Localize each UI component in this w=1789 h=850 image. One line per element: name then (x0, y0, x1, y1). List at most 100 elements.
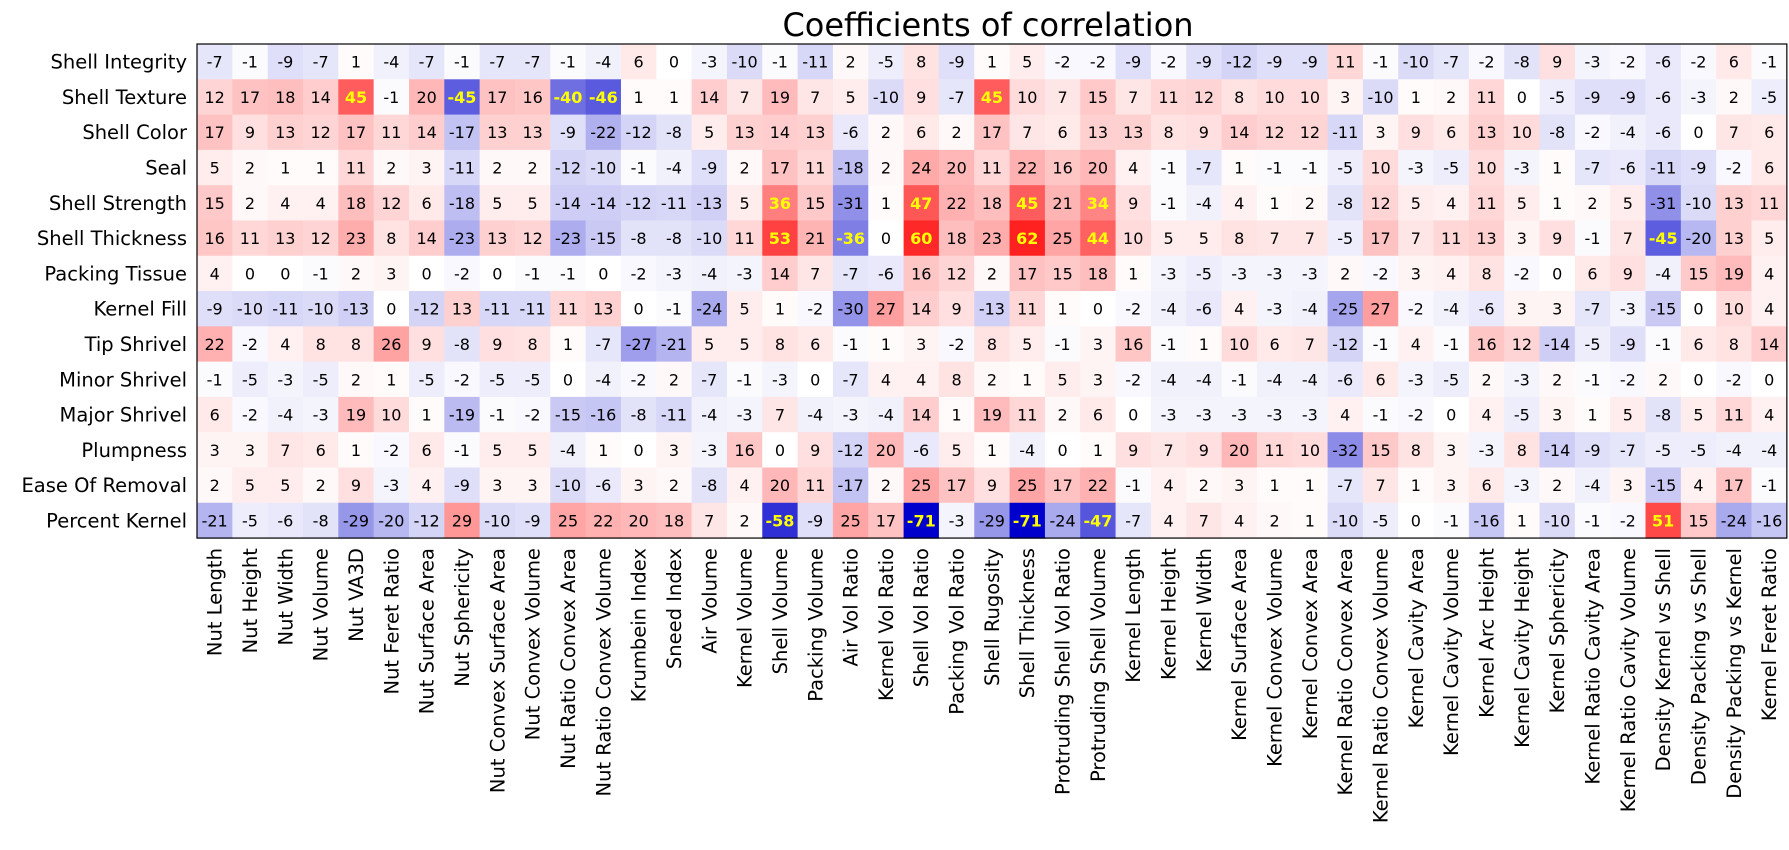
heatmap-cell (267, 326, 304, 363)
cell-value-label: -1 (454, 53, 470, 72)
cell-value-label: 5 (1057, 370, 1067, 389)
heatmap-cell (1115, 185, 1152, 222)
heatmap-cell (1504, 432, 1541, 469)
heatmap-cell (550, 185, 587, 222)
heatmap-cell (726, 44, 763, 80)
heatmap-cell (832, 255, 869, 292)
heatmap-cell (1504, 185, 1541, 222)
cell-value-label: -7 (1196, 159, 1212, 178)
heatmap-cell (762, 291, 799, 327)
cell-value-label: 20 (876, 441, 896, 460)
cell-value-label: -1 (1761, 476, 1777, 495)
heatmap-cell (1362, 502, 1399, 539)
heatmap-cell (1539, 502, 1576, 539)
cell-value-label: 13 (1476, 229, 1496, 248)
cell-value-label: -11 (661, 406, 687, 425)
heatmap-cell (1009, 396, 1046, 433)
row-tick-label: Tip Shrivel (84, 333, 187, 356)
heatmap-cell (1433, 79, 1470, 116)
heatmap-cell (762, 149, 799, 186)
cell-value-label: -1 (1267, 159, 1283, 178)
cell-value-label: -1 (242, 53, 258, 72)
heatmap-cell (797, 149, 834, 186)
cell-value-label: 11 (805, 159, 825, 178)
column-tick-label: Nut Ratio Convex Volume (592, 548, 615, 796)
heatmap-cell (1680, 149, 1717, 186)
heatmap-cell (197, 361, 233, 398)
heatmap-cell (444, 79, 481, 116)
cell-value-label: -11 (449, 159, 475, 178)
heatmap-cell (479, 114, 516, 151)
heatmap-cell (1150, 114, 1187, 151)
cell-value-label: -12 (626, 123, 652, 142)
cell-value-label: 1 (951, 406, 961, 425)
cell-value-label: 47 (910, 194, 932, 213)
heatmap-cell (938, 79, 975, 116)
cell-value-label: 8 (987, 335, 997, 354)
heatmap-cell (302, 291, 339, 327)
heatmap-cell (938, 396, 975, 433)
heatmap-cell (1539, 149, 1576, 186)
heatmap-cell (656, 467, 693, 504)
heatmap-cell (197, 467, 233, 504)
cell-value-label: 2 (669, 476, 679, 495)
cell-value-label: 29 (452, 511, 472, 530)
heatmap-cell (408, 149, 445, 186)
column-tick-label: Nut VA3D (345, 548, 368, 642)
cell-value-label: 11 (805, 476, 825, 495)
heatmap-cell (338, 396, 375, 433)
cell-value-label: 4 (1163, 476, 1173, 495)
cell-value-label: -1 (1443, 335, 1459, 354)
heatmap-cell (1009, 220, 1046, 257)
cell-value-label: -8 (701, 476, 717, 495)
cell-value-label: -18 (449, 194, 475, 213)
heatmap-cell (1539, 255, 1576, 292)
cell-value-label: 23 (982, 229, 1002, 248)
cell-value-label: -16 (1756, 511, 1782, 530)
heatmap-cell (1751, 79, 1788, 116)
heatmap-cell (797, 396, 834, 433)
cell-value-label: 11 (1158, 88, 1178, 107)
cell-value-label: 17 (204, 123, 224, 142)
cell-value-label: -2 (1055, 53, 1071, 72)
cell-value-label: -11 (1332, 123, 1358, 142)
column-tick-label: Air Vol Ratio (840, 548, 863, 666)
cell-value-label: 12 (1512, 335, 1532, 354)
heatmap-cell (1044, 149, 1081, 186)
cell-value-label: -13 (696, 194, 722, 213)
cell-value-label: -2 (631, 264, 647, 283)
cell-value-label: -4 (1620, 123, 1636, 142)
cell-value-label: 5 (492, 194, 502, 213)
heatmap-cell (1327, 396, 1364, 433)
cell-value-label: 8 (951, 370, 961, 389)
heatmap-cell (762, 79, 799, 116)
cell-value-label: 21 (1052, 194, 1072, 213)
cell-value-label: -9 (1585, 441, 1601, 460)
cell-value-label: 1 (1057, 300, 1067, 319)
heatmap-cell (1150, 432, 1187, 469)
column-tick-label: Packing Volume (804, 548, 827, 702)
cell-value-label: 6 (1764, 123, 1774, 142)
cell-value-label: 4 (316, 194, 326, 213)
cell-value-label: 9 (351, 476, 361, 495)
heatmap-cell (1610, 467, 1647, 504)
cell-value-label: -16 (590, 406, 616, 425)
heatmap-cell (373, 114, 410, 151)
heatmap-cell (338, 291, 375, 327)
heatmap-cell (691, 220, 728, 257)
cell-value-label: -1 (1161, 335, 1177, 354)
heatmap-cell (1610, 220, 1647, 257)
heatmap-cell (974, 44, 1011, 80)
heatmap-cell (232, 432, 269, 469)
heatmap-cell (1751, 185, 1788, 222)
cell-value-label: 15 (1370, 441, 1390, 460)
heatmap-cell (726, 255, 763, 292)
cell-value-label: 7 (1022, 123, 1032, 142)
cell-value-label: 1 (1552, 159, 1562, 178)
heatmap-cell (797, 467, 834, 504)
heatmap-cell (938, 467, 975, 504)
heatmap-cell (514, 79, 551, 116)
heatmap-cell (762, 467, 799, 504)
heatmap-cell (691, 326, 728, 363)
heatmap-cell (1115, 114, 1152, 151)
